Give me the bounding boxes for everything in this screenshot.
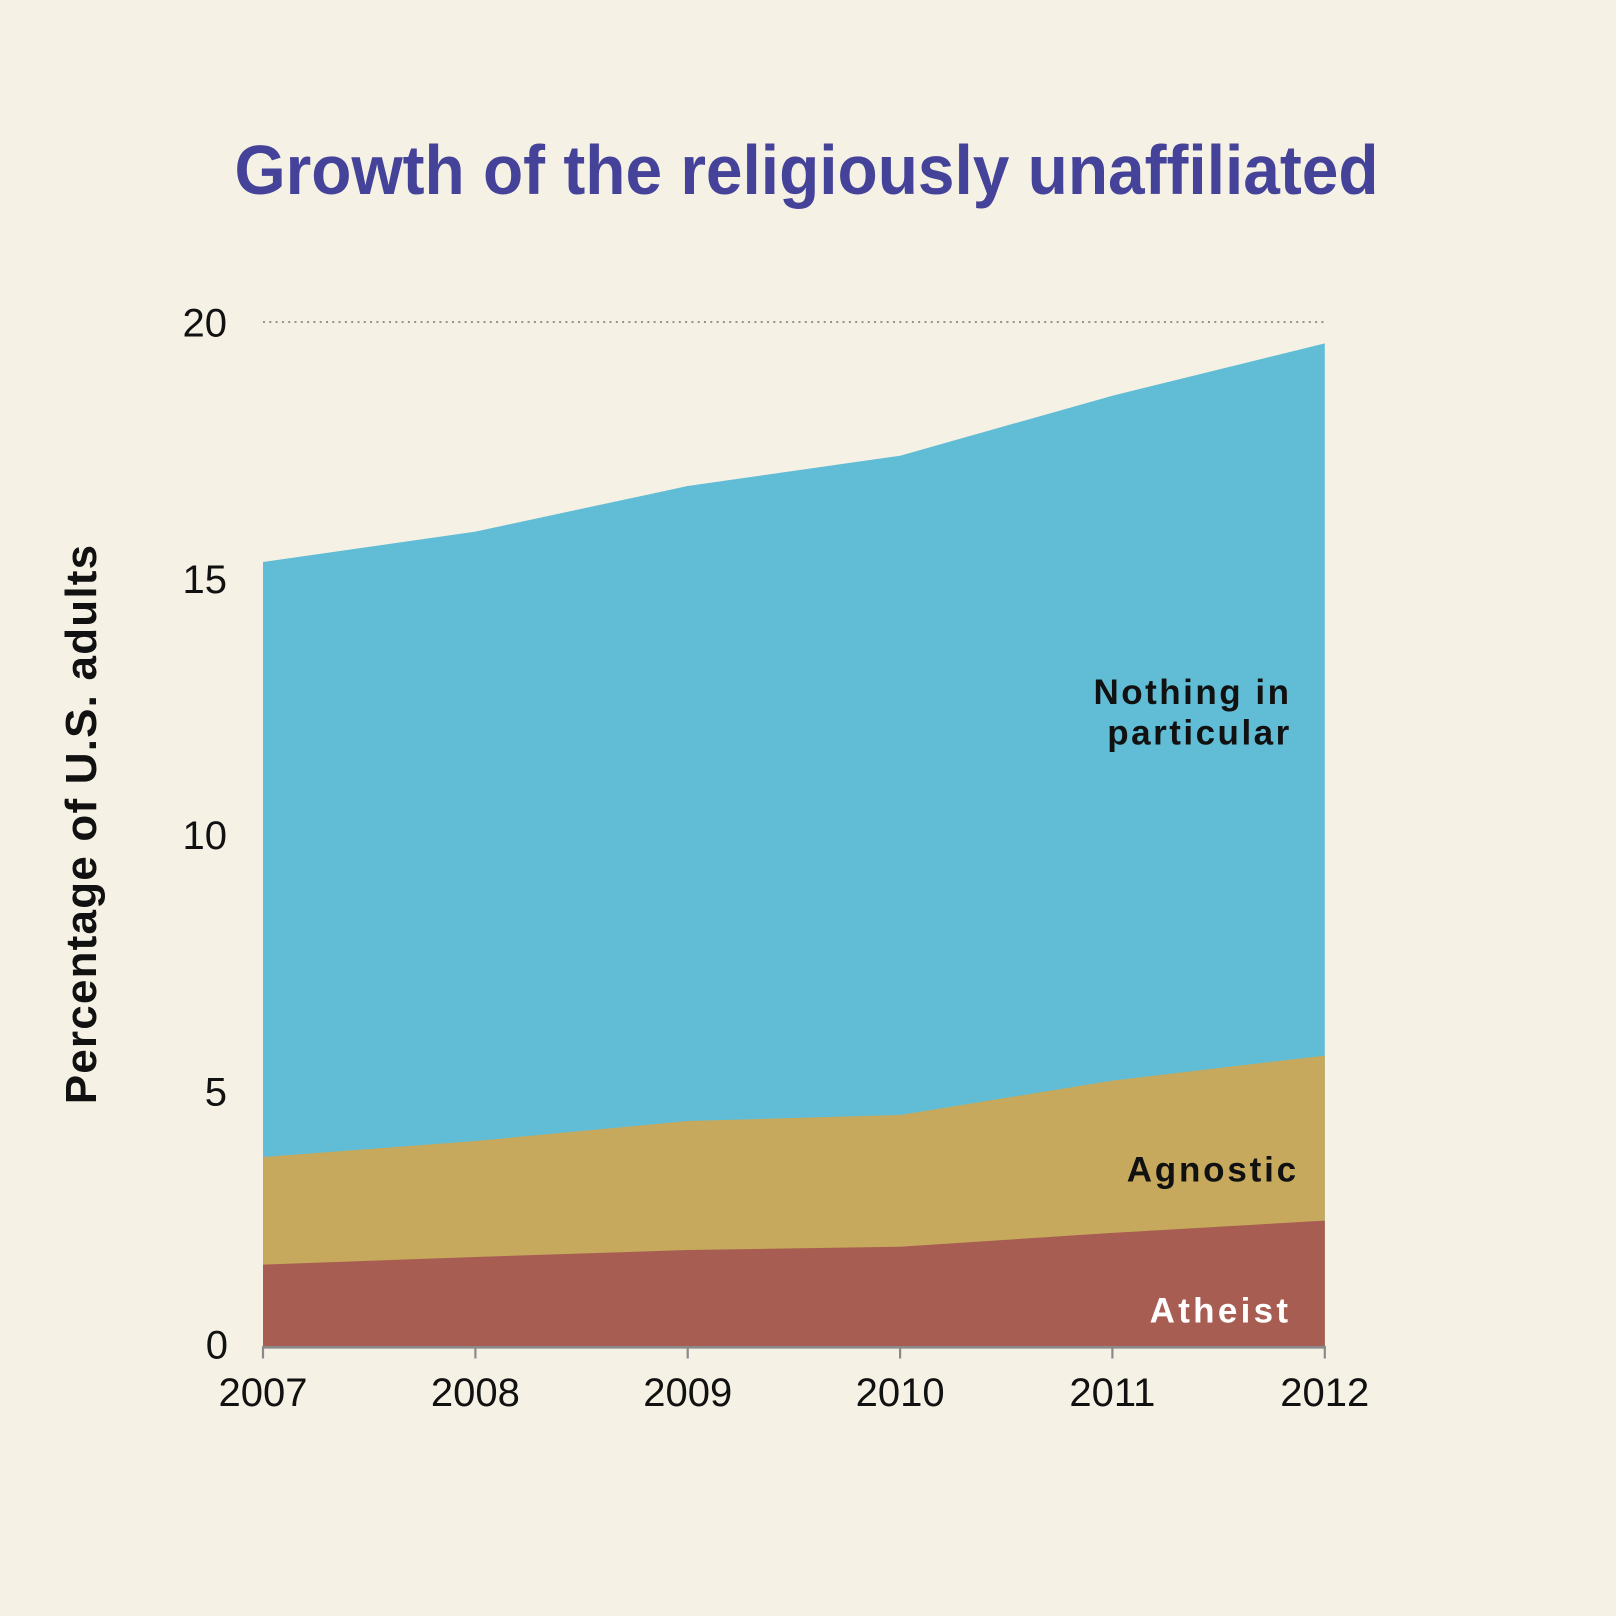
svg-text:Nothing in: Nothing in [1093,673,1291,712]
svg-text:15: 15 [183,558,228,602]
svg-text:2010: 2010 [856,1371,945,1415]
svg-text:0: 0 [206,1324,228,1368]
svg-text:Percentage of U.S. adults: Percentage of U.S. adults [57,544,106,1105]
svg-text:Atheist: Atheist [1150,1291,1292,1330]
svg-text:5: 5 [205,1070,227,1114]
svg-text:2009: 2009 [643,1371,732,1415]
svg-text:20: 20 [183,302,228,346]
svg-text:2008: 2008 [431,1371,520,1415]
svg-text:Agnostic: Agnostic [1127,1151,1299,1190]
svg-text:Growth of the religiously unaf: Growth of the religiously unaffiliated [234,132,1378,209]
svg-text:10: 10 [183,814,228,858]
svg-text:2007: 2007 [219,1371,308,1415]
svg-text:particular: particular [1107,714,1292,753]
svg-text:2011: 2011 [1069,1371,1155,1415]
svg-text:2012: 2012 [1280,1371,1369,1415]
